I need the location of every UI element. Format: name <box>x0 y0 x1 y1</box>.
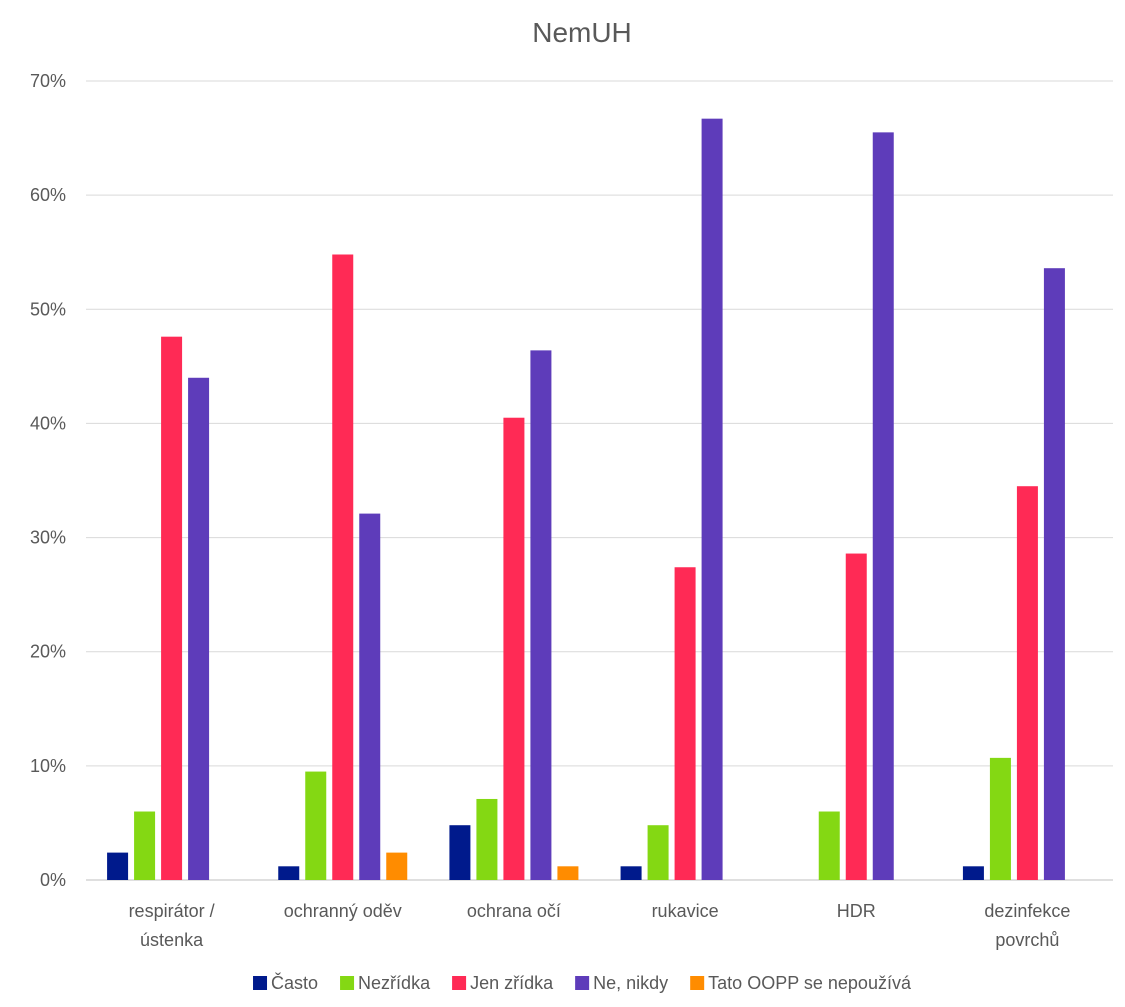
legend-label: Ne, nikdy <box>593 973 668 993</box>
x-category-label: ochranný oděv <box>284 901 402 921</box>
x-category-label: ochrana očí <box>467 901 561 921</box>
bar-1-1 <box>107 852 129 880</box>
legend-swatch <box>690 976 705 990</box>
bar-3-2 <box>332 254 354 881</box>
legend-label: Tato OOPP se nepoužívá <box>708 973 912 993</box>
bar-4-1 <box>188 377 210 880</box>
legend-item: Nezřídka <box>340 973 431 993</box>
bar-5-2 <box>386 852 408 880</box>
bar-2-2 <box>305 771 327 880</box>
bar-3-4 <box>674 567 696 880</box>
bars <box>107 118 1065 881</box>
legend-item: Tato OOPP se nepoužívá <box>690 973 912 993</box>
bar-4-3 <box>530 350 552 880</box>
y-tick-label: 70% <box>30 71 66 91</box>
bar-1-2 <box>278 866 300 880</box>
y-tick-label: 0% <box>40 870 66 890</box>
legend-swatch <box>452 976 467 990</box>
legend-label: Jen zřídka <box>470 973 554 993</box>
bar-1-4 <box>620 866 642 880</box>
x-category-label: respirátor / <box>129 901 215 921</box>
bar-4-5 <box>872 132 894 881</box>
bar-2-4 <box>647 825 669 880</box>
bar-2-6 <box>989 757 1011 880</box>
legend-label: Nezřídka <box>358 973 431 993</box>
legend-item: Jen zřídka <box>452 973 554 993</box>
y-tick-label: 60% <box>30 185 66 205</box>
gridlines <box>86 80 1113 881</box>
x-category-label: rukavice <box>652 901 719 921</box>
bar-2-5 <box>818 811 840 880</box>
legend-label: Často <box>271 972 318 993</box>
bar-3-5 <box>845 553 867 880</box>
x-category-label: povrchů <box>995 930 1059 950</box>
y-tick-label: 20% <box>30 642 66 662</box>
legend-swatch <box>340 976 355 990</box>
legend-swatch <box>253 976 268 990</box>
bar-4-6 <box>1043 268 1065 880</box>
y-tick-label: 50% <box>30 299 66 319</box>
legend-item: Ne, nikdy <box>575 973 668 993</box>
bar-1-3 <box>449 825 471 880</box>
bar-4-2 <box>359 513 381 880</box>
legend-item: Často <box>253 972 318 993</box>
bar-3-6 <box>1016 486 1038 880</box>
bar-2-3 <box>476 798 498 880</box>
bar-4-4 <box>701 118 723 881</box>
bar-3-3 <box>503 417 525 880</box>
x-axis-labels: respirátor / ústenka ochranný oděv ochrana … <box>129 901 1071 950</box>
legend-swatch <box>575 976 590 990</box>
x-category-label: HDR <box>837 901 876 921</box>
bar-3-1 <box>161 336 183 880</box>
bar-1-6 <box>962 866 984 880</box>
x-category-label: dezinfekce <box>984 901 1070 921</box>
chart-title: NemUH <box>532 17 632 48</box>
x-category-label: ústenka <box>140 930 204 950</box>
legend: Často Nezřídka Jen zřídka Ne, nikdy Tato OOP… <box>253 972 912 993</box>
y-tick-label: 10% <box>30 756 66 776</box>
bar-5-3 <box>557 866 579 880</box>
y-axis-ticks: 0% 10% 20% 30% 40% 50% 60% 70% <box>30 71 66 890</box>
y-tick-label: 40% <box>30 413 66 433</box>
y-tick-label: 30% <box>30 528 66 548</box>
bar-2-1 <box>134 811 156 880</box>
